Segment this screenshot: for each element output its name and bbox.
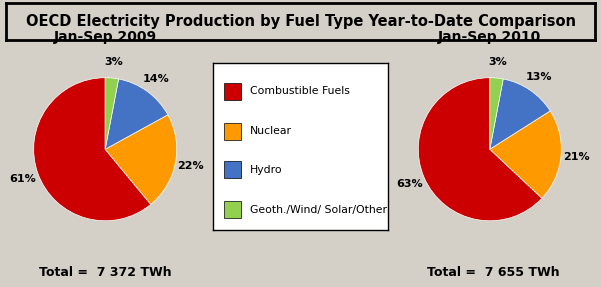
Bar bbox=[224, 83, 241, 100]
Title: Jan-Sep 2009: Jan-Sep 2009 bbox=[53, 30, 157, 44]
Ellipse shape bbox=[466, 143, 513, 161]
Text: 63%: 63% bbox=[397, 179, 423, 189]
Ellipse shape bbox=[466, 144, 513, 162]
Text: Nuclear: Nuclear bbox=[250, 126, 292, 136]
Ellipse shape bbox=[82, 141, 129, 158]
Text: 61%: 61% bbox=[10, 174, 37, 184]
Ellipse shape bbox=[466, 145, 513, 162]
Bar bbox=[224, 201, 241, 218]
Wedge shape bbox=[490, 78, 503, 149]
Ellipse shape bbox=[82, 144, 129, 162]
Wedge shape bbox=[34, 78, 151, 221]
Ellipse shape bbox=[82, 145, 129, 162]
Ellipse shape bbox=[466, 143, 513, 160]
Wedge shape bbox=[105, 78, 118, 149]
Text: Total =  7 655 TWh: Total = 7 655 TWh bbox=[427, 266, 559, 279]
Title: Jan-Sep 2010: Jan-Sep 2010 bbox=[438, 30, 542, 44]
Ellipse shape bbox=[82, 141, 129, 160]
Ellipse shape bbox=[82, 147, 129, 164]
Text: 14%: 14% bbox=[143, 74, 170, 84]
Ellipse shape bbox=[466, 144, 513, 162]
Wedge shape bbox=[105, 79, 168, 149]
Ellipse shape bbox=[82, 141, 129, 159]
Bar bbox=[224, 123, 241, 140]
Ellipse shape bbox=[466, 145, 513, 163]
Ellipse shape bbox=[466, 146, 513, 164]
Text: 3%: 3% bbox=[489, 57, 507, 67]
Ellipse shape bbox=[466, 146, 513, 164]
Ellipse shape bbox=[82, 146, 129, 164]
Ellipse shape bbox=[466, 142, 513, 160]
Ellipse shape bbox=[466, 142, 513, 160]
Ellipse shape bbox=[466, 141, 513, 159]
Ellipse shape bbox=[466, 147, 513, 165]
Ellipse shape bbox=[82, 141, 129, 159]
Ellipse shape bbox=[466, 144, 513, 162]
Text: 13%: 13% bbox=[526, 72, 552, 82]
Ellipse shape bbox=[82, 142, 129, 160]
Ellipse shape bbox=[466, 141, 513, 160]
Ellipse shape bbox=[466, 141, 513, 158]
Ellipse shape bbox=[82, 147, 129, 165]
Ellipse shape bbox=[82, 144, 129, 162]
Ellipse shape bbox=[466, 147, 513, 164]
Text: Hydro: Hydro bbox=[250, 165, 282, 175]
Ellipse shape bbox=[82, 144, 129, 162]
Ellipse shape bbox=[466, 145, 513, 163]
Wedge shape bbox=[418, 78, 542, 221]
Wedge shape bbox=[105, 115, 177, 204]
Text: 22%: 22% bbox=[177, 161, 204, 170]
Text: Total =  7 372 TWh: Total = 7 372 TWh bbox=[39, 266, 171, 279]
Ellipse shape bbox=[82, 143, 129, 160]
Wedge shape bbox=[490, 111, 561, 198]
Text: Geoth./Wind/ Solar/Other: Geoth./Wind/ Solar/Other bbox=[250, 205, 387, 215]
Ellipse shape bbox=[82, 142, 129, 160]
Bar bbox=[224, 161, 241, 178]
Ellipse shape bbox=[466, 146, 513, 164]
Ellipse shape bbox=[466, 141, 513, 159]
Ellipse shape bbox=[466, 143, 513, 161]
Ellipse shape bbox=[82, 143, 129, 161]
Text: OECD Electricity Production by Fuel Type Year-to-Date Comparison: OECD Electricity Production by Fuel Type… bbox=[25, 14, 576, 29]
Ellipse shape bbox=[82, 146, 129, 164]
Ellipse shape bbox=[82, 145, 129, 163]
Ellipse shape bbox=[82, 146, 129, 164]
Ellipse shape bbox=[82, 145, 129, 163]
Text: 21%: 21% bbox=[563, 152, 590, 162]
Ellipse shape bbox=[82, 143, 129, 161]
Text: 3%: 3% bbox=[104, 57, 123, 67]
Text: Combustible Fuels: Combustible Fuels bbox=[250, 86, 350, 96]
Wedge shape bbox=[490, 79, 550, 149]
